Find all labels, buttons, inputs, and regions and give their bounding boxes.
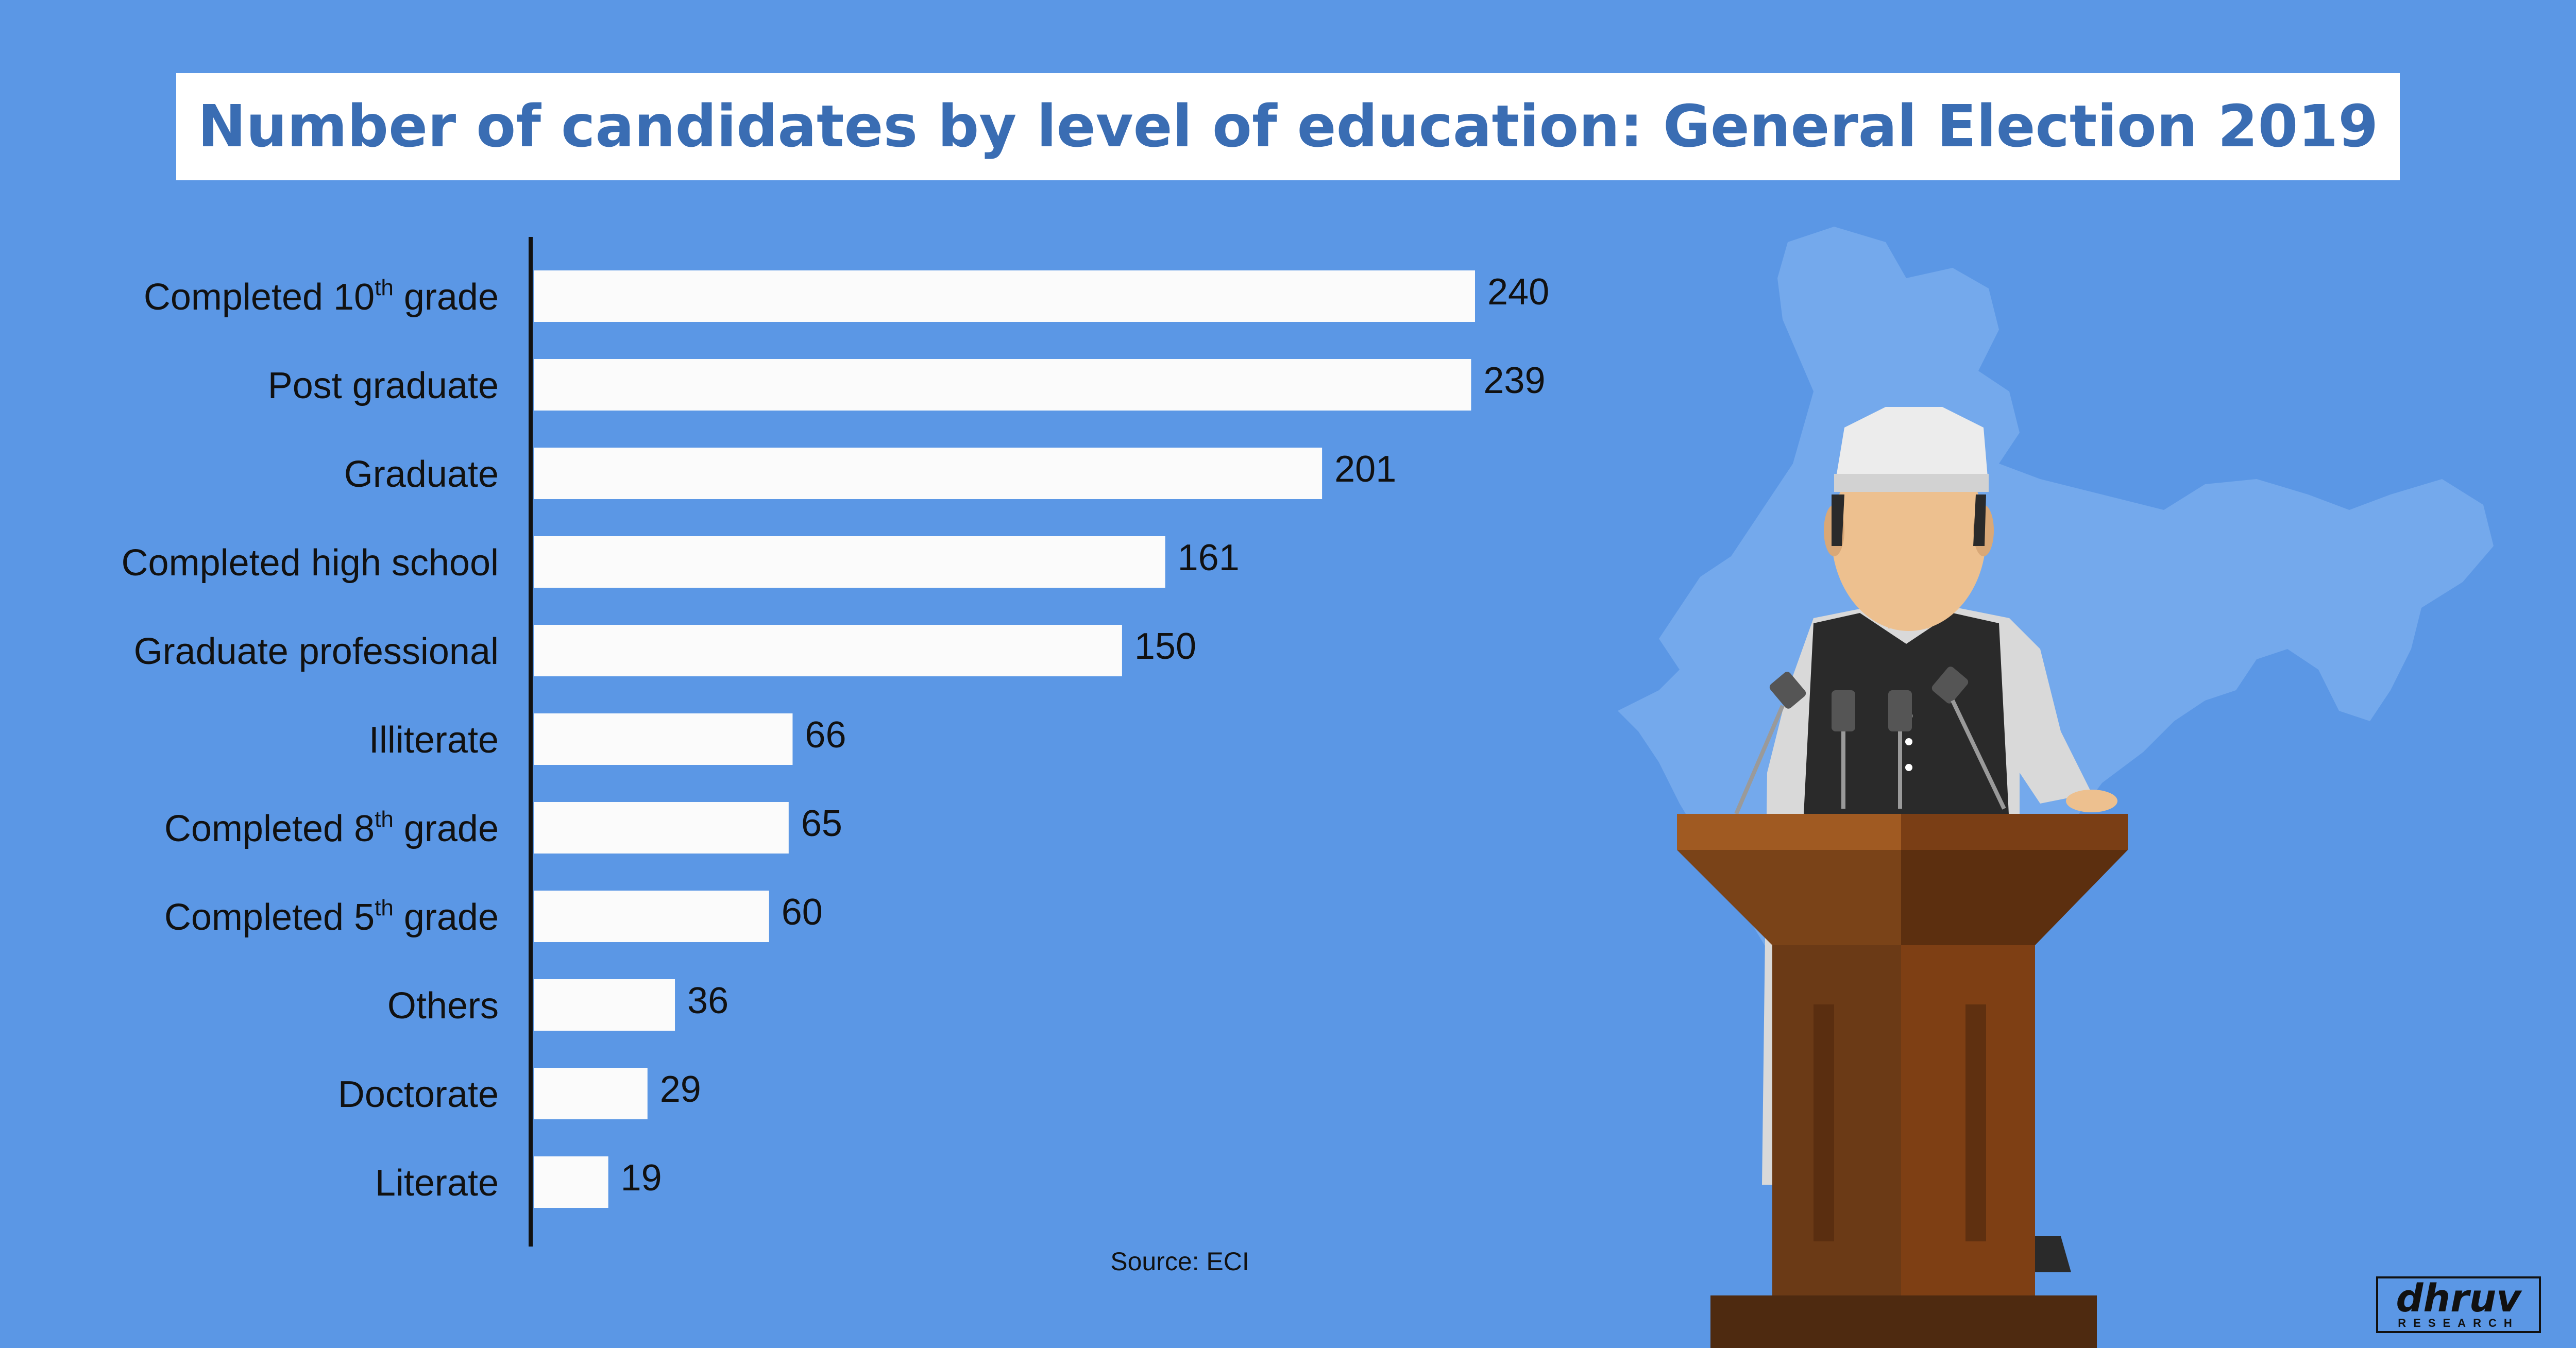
bar [534, 713, 793, 765]
dhruv-research-logo: dhruv RESEARCH [2376, 1276, 2541, 1333]
category-label: Illiterate [369, 720, 499, 761]
value-label: 29 [660, 1069, 701, 1110]
value-label: 66 [805, 714, 846, 756]
bar [534, 891, 769, 942]
value-label: 201 [1334, 449, 1396, 490]
value-label: 19 [621, 1157, 662, 1199]
bar [534, 448, 1323, 499]
politician-podium-illustration [1677, 407, 2128, 1348]
value-labels: 240 239 201 161 150 66 65 60 36 29 19 [621, 271, 1550, 1199]
value-label: 65 [801, 803, 842, 844]
bar [534, 1156, 608, 1208]
bars-group [534, 270, 1475, 1208]
category-label: Graduate [344, 454, 499, 495]
category-label: Graduate professional [134, 631, 499, 672]
india-map-icon [1618, 227, 2494, 1185]
bar [534, 979, 675, 1031]
bar [534, 1068, 648, 1119]
category-label: Doctorate [338, 1074, 499, 1115]
category-label: Completed 5th grade [164, 895, 499, 938]
bar [534, 802, 789, 854]
value-label: 240 [1487, 271, 1549, 313]
bar [534, 270, 1475, 322]
category-label: Completed high school [122, 542, 499, 584]
logo-subtitle: RESEARCH [2398, 1317, 2519, 1329]
category-label: Literate [375, 1163, 499, 1204]
category-label: Completed 8th grade [164, 807, 499, 849]
bar [534, 359, 1471, 411]
bar [534, 536, 1165, 588]
value-label: 239 [1483, 360, 1545, 401]
value-label: 36 [687, 980, 728, 1021]
value-label: 150 [1134, 626, 1196, 667]
source-note: Source: ECI [1110, 1247, 1249, 1276]
category-label: Completed 10th grade [144, 275, 499, 318]
value-label: 161 [1178, 537, 1240, 578]
bar [534, 625, 1122, 676]
chart-title-box: Number of candidates by level of educati… [176, 73, 2400, 180]
category-label: Post graduate [268, 365, 499, 406]
value-label: 60 [782, 892, 823, 933]
category-labels: Completed 10th grade Post graduate Graduat… [122, 275, 499, 1204]
category-label: Others [387, 985, 499, 1027]
logo-wordmark: dhruv [2396, 1276, 2521, 1321]
chart-title: Number of candidates by level of educati… [197, 93, 2379, 160]
